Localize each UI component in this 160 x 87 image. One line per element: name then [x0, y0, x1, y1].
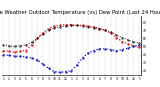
Title: Milwaukee Weather Outdoor Temperature (vs) Dew Point (Last 24 Hours): Milwaukee Weather Outdoor Temperature (v… — [0, 10, 160, 15]
